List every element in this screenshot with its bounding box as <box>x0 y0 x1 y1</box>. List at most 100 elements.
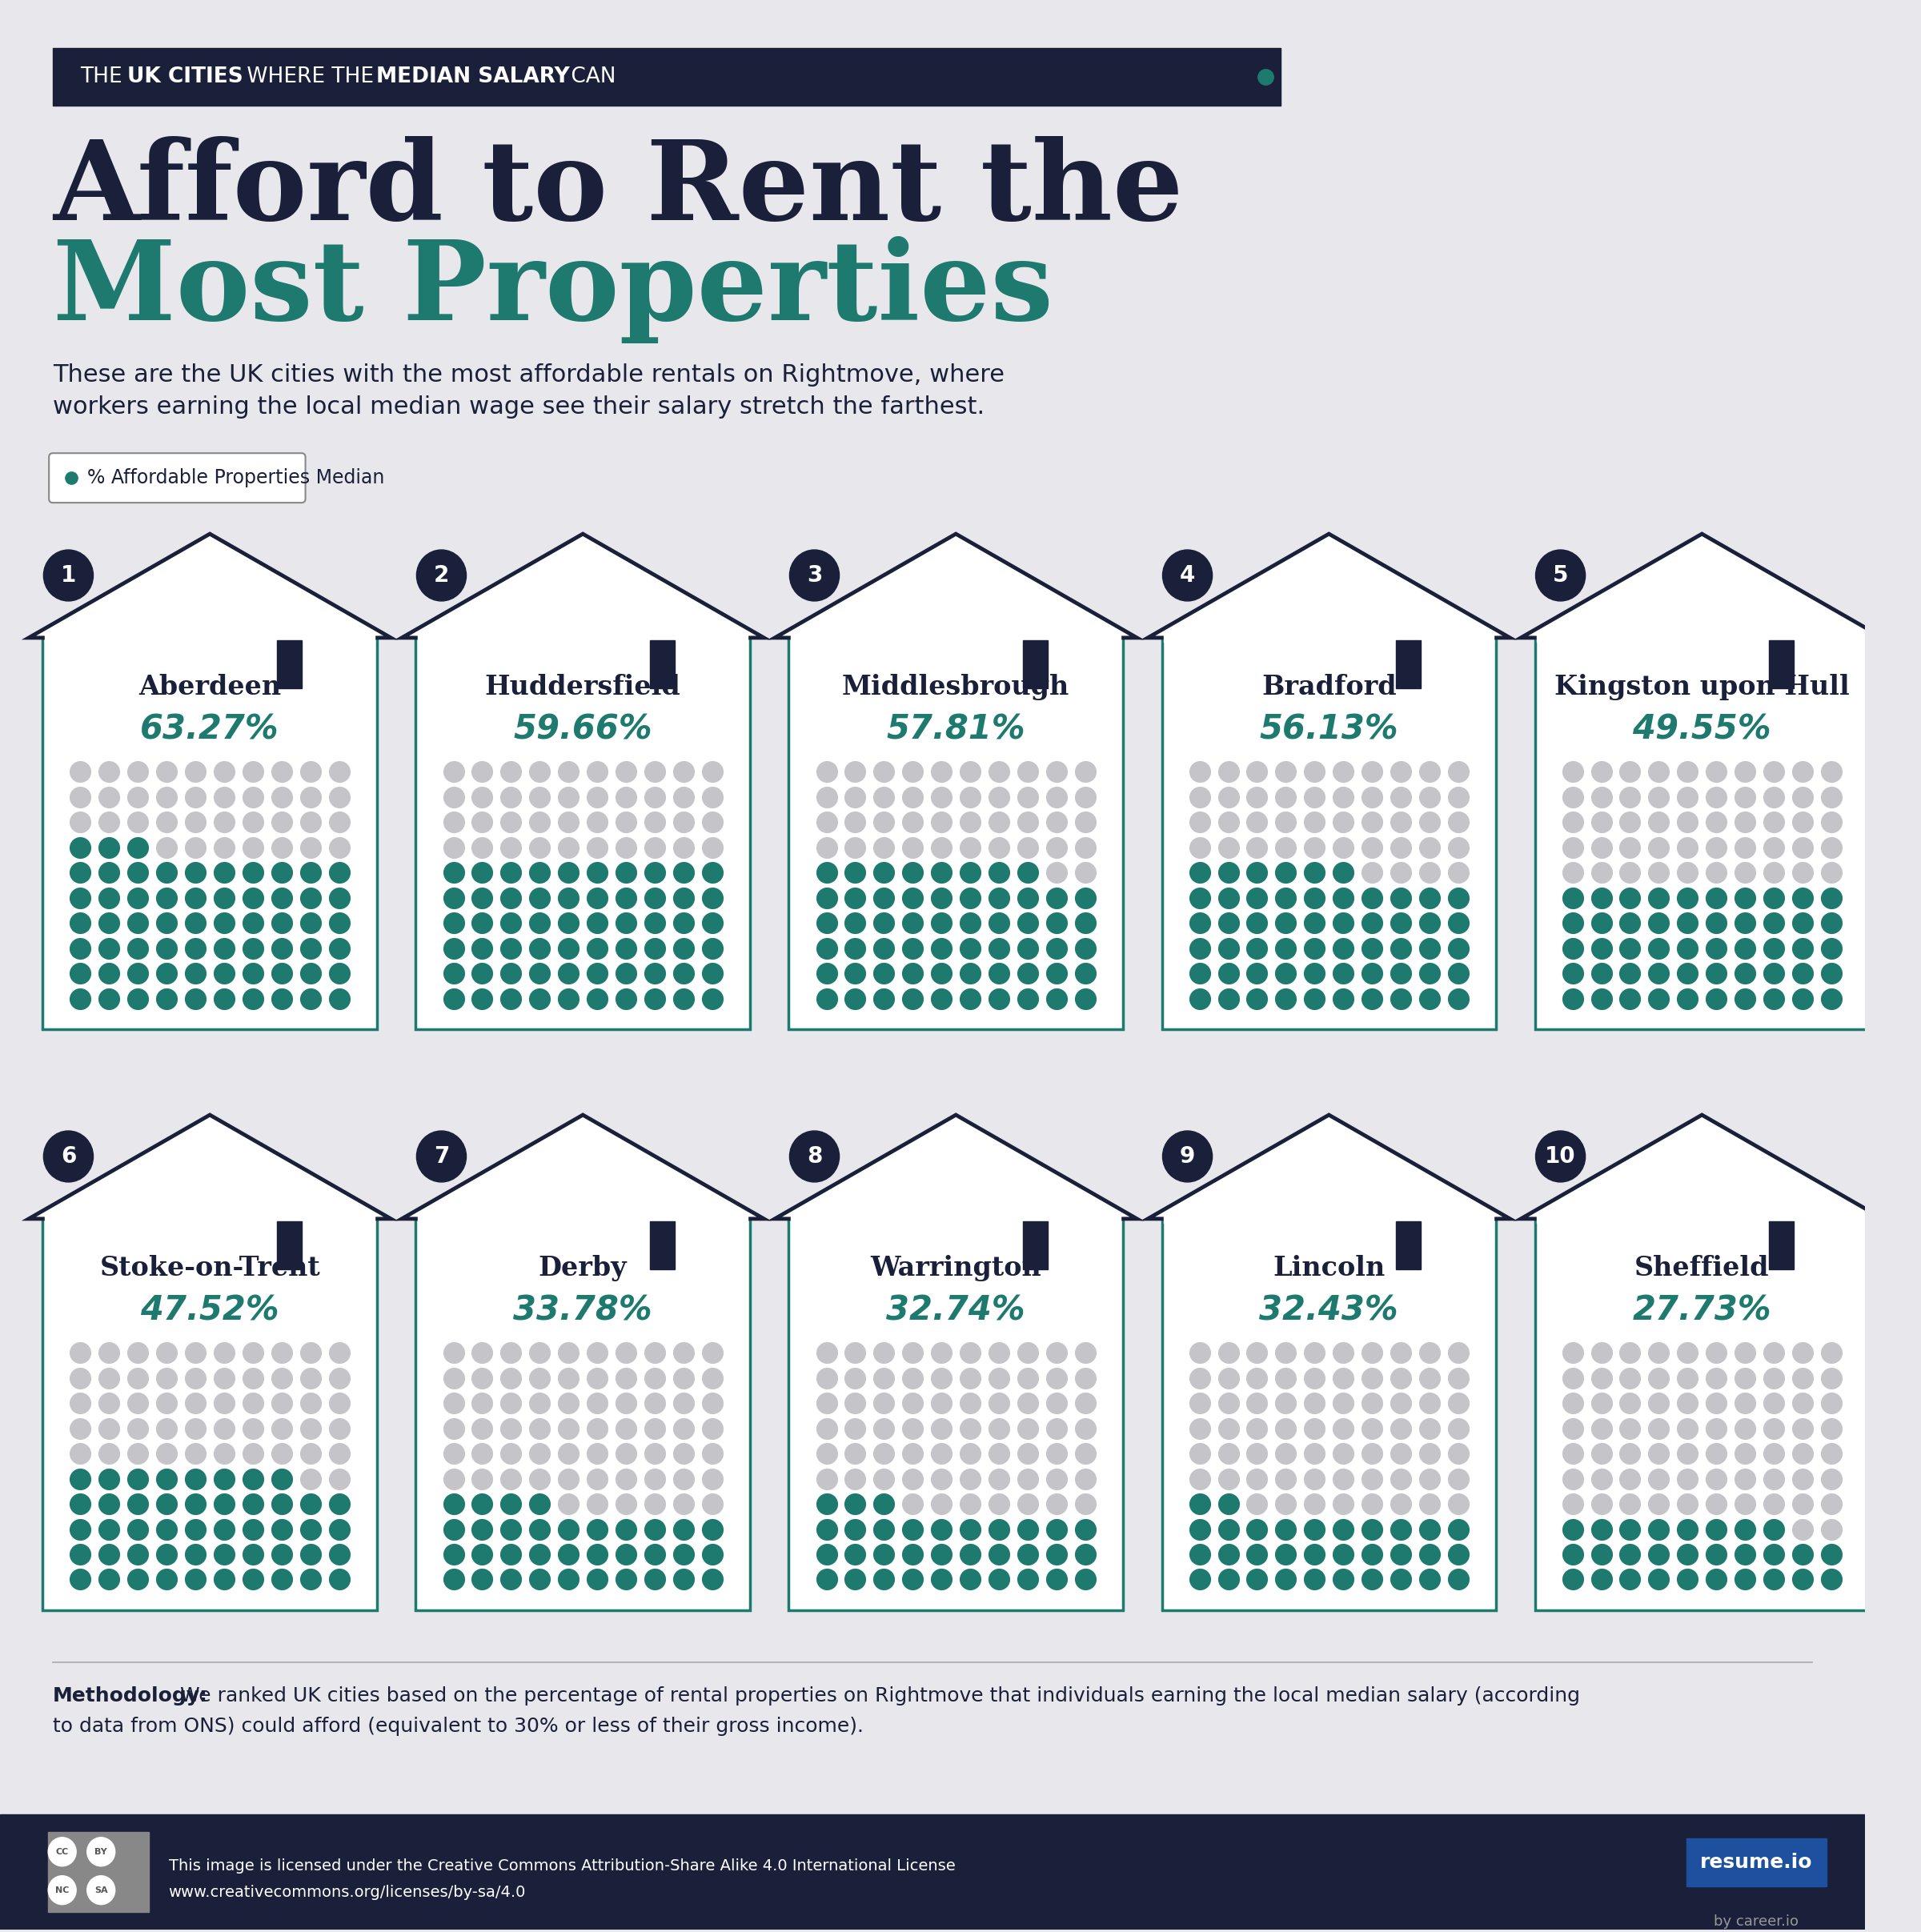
Text: 27.73%: 27.73% <box>1633 1294 1771 1327</box>
Circle shape <box>86 1837 115 1866</box>
Bar <box>1537 634 1867 641</box>
Text: 4: 4 <box>1179 564 1195 587</box>
Bar <box>1397 641 1422 688</box>
Text: 3: 3 <box>807 564 822 587</box>
Bar <box>415 638 749 1030</box>
Bar <box>1535 1219 1869 1611</box>
Text: 59.66%: 59.66% <box>513 713 653 746</box>
Text: 33.78%: 33.78% <box>513 1294 653 1327</box>
Text: NC: NC <box>56 1886 69 1893</box>
Text: THE: THE <box>81 66 129 87</box>
Circle shape <box>417 1130 467 1182</box>
Text: This image is licensed under the Creative Commons Attribution-Share Alike 4.0 In: This image is licensed under the Creativ… <box>169 1859 955 1874</box>
Circle shape <box>790 1130 839 1182</box>
Bar <box>42 1219 377 1611</box>
Text: These are the UK cities with the most affordable rentals on Rightmove, where: These are the UK cities with the most af… <box>54 363 1005 386</box>
Circle shape <box>86 1876 115 1905</box>
Bar <box>419 634 747 641</box>
Bar <box>48 1832 150 1913</box>
Text: BY: BY <box>94 1847 108 1857</box>
Text: 2: 2 <box>434 564 450 587</box>
Text: Derby: Derby <box>538 1256 626 1281</box>
Text: 1: 1 <box>61 564 77 587</box>
Bar <box>1535 1219 1869 1611</box>
Text: 8: 8 <box>807 1146 822 1167</box>
Polygon shape <box>1521 1115 1883 1219</box>
Text: CC: CC <box>56 1847 69 1857</box>
Bar <box>1162 1219 1496 1611</box>
Text: Lincoln: Lincoln <box>1274 1256 1385 1281</box>
Bar <box>1535 638 1869 1030</box>
Text: Aberdeen: Aberdeen <box>138 674 280 701</box>
Bar <box>790 1219 1124 1611</box>
Bar <box>1769 1221 1794 1269</box>
Bar <box>1769 641 1794 688</box>
Text: SA: SA <box>94 1886 108 1893</box>
Text: WHERE THE: WHERE THE <box>240 66 380 87</box>
Text: 56.13%: 56.13% <box>1260 713 1398 746</box>
Bar <box>1022 1221 1047 1269</box>
Text: 10: 10 <box>1544 1146 1575 1167</box>
Bar <box>790 1219 1124 1611</box>
Bar <box>42 1219 377 1611</box>
Polygon shape <box>401 533 765 638</box>
Bar <box>1397 1221 1422 1269</box>
Bar <box>42 638 377 1030</box>
Text: 63.27%: 63.27% <box>140 713 279 746</box>
Bar <box>1164 634 1495 641</box>
Circle shape <box>1162 551 1212 601</box>
Text: Huddersfield: Huddersfield <box>484 674 680 701</box>
Bar <box>277 641 302 688</box>
Bar <box>0 1814 1865 1930</box>
Text: Afford to Rent the: Afford to Rent the <box>54 135 1183 243</box>
Bar <box>1537 1215 1867 1223</box>
Text: resume.io: resume.io <box>1700 1853 1813 1872</box>
Text: 32.43%: 32.43% <box>1260 1294 1398 1327</box>
Circle shape <box>44 551 94 601</box>
Circle shape <box>44 1130 94 1182</box>
Polygon shape <box>774 1115 1137 1219</box>
Bar <box>649 1221 674 1269</box>
Bar <box>44 634 375 641</box>
Bar <box>54 48 1281 106</box>
Circle shape <box>48 1837 77 1866</box>
Polygon shape <box>29 533 390 638</box>
Text: 49.55%: 49.55% <box>1633 713 1771 746</box>
Polygon shape <box>401 1115 765 1219</box>
Text: Methodology:: Methodology: <box>54 1687 207 1706</box>
Bar <box>1162 638 1496 1030</box>
Circle shape <box>48 1876 77 1905</box>
Bar <box>1164 1215 1495 1223</box>
Polygon shape <box>774 533 1137 638</box>
Text: % Affordable Properties Median: % Affordable Properties Median <box>86 468 384 487</box>
Circle shape <box>790 551 839 601</box>
Text: UK CITIES: UK CITIES <box>127 66 244 87</box>
Text: www.creativecommons.org/licenses/by-sa/4.0: www.creativecommons.org/licenses/by-sa/4… <box>169 1884 526 1899</box>
Bar <box>42 638 377 1030</box>
Circle shape <box>1535 1130 1585 1182</box>
Circle shape <box>417 551 467 601</box>
Bar <box>1162 638 1496 1030</box>
Circle shape <box>1535 551 1585 601</box>
Bar <box>419 1215 747 1223</box>
Bar <box>415 638 749 1030</box>
Text: 57.81%: 57.81% <box>886 713 1026 746</box>
Polygon shape <box>1149 1115 1510 1219</box>
Text: CAN: CAN <box>565 66 617 87</box>
Bar <box>415 1219 749 1611</box>
Text: We ranked UK cities based on the percentage of rental properties on Rightmove th: We ranked UK cities based on the percent… <box>173 1687 1579 1706</box>
Text: Warrington: Warrington <box>870 1256 1041 1281</box>
Bar <box>44 1215 375 1223</box>
Circle shape <box>1162 1130 1212 1182</box>
Text: by career.io: by career.io <box>1714 1915 1798 1928</box>
Polygon shape <box>1149 533 1510 638</box>
Text: Most Properties: Most Properties <box>54 236 1053 344</box>
Text: Bradford: Bradford <box>1262 674 1397 701</box>
Text: Sheffield: Sheffield <box>1635 1256 1769 1281</box>
Bar <box>791 634 1120 641</box>
Bar <box>649 641 674 688</box>
Bar <box>1162 1219 1496 1611</box>
Bar <box>1535 638 1869 1030</box>
Text: workers earning the local median wage see their salary stretch the farthest.: workers earning the local median wage se… <box>54 396 985 419</box>
Bar <box>1687 1837 1827 1886</box>
